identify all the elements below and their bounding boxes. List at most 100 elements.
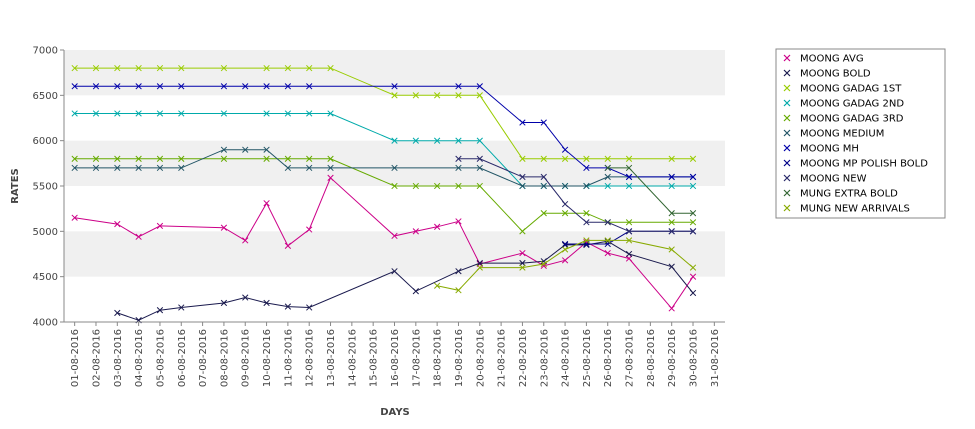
legend-label: MOONG MH — [800, 144, 859, 155]
data-point-marker — [156, 155, 164, 162]
legend-marker — [783, 69, 791, 77]
data-point-marker — [625, 237, 633, 244]
series-layer — [71, 64, 697, 324]
data-point-marker — [92, 83, 100, 90]
x-tick-label: 02-08-2016 — [91, 329, 102, 387]
x-tick-label: 19-08-2016 — [454, 329, 465, 387]
data-point-marker — [178, 64, 185, 72]
x-ticks: 01-08-2016 02-08-2016 03-08-2016 04-08-2016… — [70, 322, 721, 387]
data-point-marker — [242, 237, 249, 244]
data-point-marker — [178, 304, 185, 311]
data-point-marker — [625, 255, 633, 262]
legend-item: MOONG BOLD — [783, 69, 871, 80]
x-axis-title: DAYS — [380, 407, 410, 418]
data-point-marker — [306, 64, 313, 72]
x-tick-label: 20-08-2016 — [475, 329, 486, 387]
x-tick-label: 08-08-2016 — [219, 329, 230, 387]
data-point-marker — [242, 294, 249, 301]
data-point-marker — [689, 273, 697, 280]
data-point-marker — [668, 210, 675, 217]
data-point-marker — [519, 182, 526, 190]
data-point-marker — [220, 64, 228, 72]
y-tick-label: 5000 — [33, 227, 58, 238]
data-point-marker — [306, 110, 313, 117]
data-point-marker — [561, 246, 569, 253]
data-point-marker — [412, 137, 419, 144]
series-line — [74, 158, 693, 232]
x-tick-label: 12-08-2016 — [305, 329, 316, 387]
legend-marker — [783, 114, 791, 122]
series-line — [74, 113, 693, 187]
legend-marker — [783, 204, 791, 212]
legend-label: MUNG NEW ARRIVALS — [800, 204, 910, 215]
data-point-marker — [476, 164, 483, 172]
data-point-marker — [263, 83, 270, 90]
data-point-marker — [604, 173, 611, 181]
data-point-marker — [263, 200, 270, 207]
data-point-marker — [455, 155, 462, 162]
data-point-marker — [625, 182, 633, 190]
data-point-marker — [71, 164, 78, 172]
x-tick-label: 07-08-2016 — [198, 329, 209, 387]
data-point-marker — [561, 210, 569, 217]
legend-marker — [783, 174, 791, 182]
legend-label: MUNG EXTRA BOLD — [800, 189, 898, 200]
data-point-marker — [561, 257, 569, 264]
data-point-marker — [71, 155, 78, 162]
legend-marker — [783, 84, 791, 92]
legend-label: MOONG MEDIUM — [800, 129, 884, 140]
data-point-marker — [668, 173, 675, 181]
legend-marker — [783, 129, 791, 137]
x-tick-label: 27-08-2016 — [625, 329, 636, 387]
data-point-marker — [604, 219, 611, 226]
data-point-marker — [519, 264, 526, 271]
data-point-marker — [412, 92, 419, 99]
data-point-marker — [583, 241, 590, 249]
series-line — [607, 167, 693, 214]
data-point-marker — [114, 220, 121, 228]
x-tick-label: 06-08-2016 — [177, 329, 188, 387]
data-point-marker — [71, 214, 78, 221]
data-point-marker — [284, 110, 292, 117]
data-point-marker — [540, 119, 547, 126]
legend-item: MOONG MEDIUM — [783, 129, 884, 140]
y-tick-label: 6500 — [33, 91, 58, 102]
data-point-marker — [455, 268, 462, 275]
data-point-marker — [433, 182, 441, 190]
legend-item: MOONG GADAG 1ST — [783, 84, 902, 95]
data-point-marker — [433, 282, 441, 289]
data-point-marker — [455, 218, 462, 225]
data-point-marker — [625, 155, 633, 162]
data-point-marker — [540, 173, 547, 181]
y-tick-label: 4500 — [33, 272, 58, 283]
data-point-marker — [583, 210, 590, 217]
y-tick-label: 5500 — [33, 182, 58, 193]
series-mung-extra-bold — [604, 164, 697, 217]
data-point-marker — [114, 164, 121, 172]
grid-band — [64, 231, 725, 277]
legend-item: MOONG MP POLISH BOLD — [783, 159, 928, 170]
data-point-marker — [668, 263, 675, 270]
data-point-marker — [220, 299, 228, 307]
data-point-marker — [220, 146, 228, 153]
data-point-marker — [71, 83, 78, 90]
data-point-marker — [178, 164, 185, 172]
x-tick-label: 13-08-2016 — [326, 329, 337, 387]
data-point-marker — [625, 250, 633, 258]
data-point-marker — [114, 64, 121, 72]
y-ticks: 4000 4500 5000 5500 6000 6500 7000 — [33, 46, 64, 329]
data-point-marker — [135, 164, 142, 172]
data-point-marker — [220, 224, 228, 231]
data-point-marker — [220, 83, 228, 90]
data-point-marker — [391, 182, 398, 190]
data-point-marker — [540, 155, 547, 162]
x-tick-label: 30-08-2016 — [689, 329, 700, 387]
x-tick-label: 21-08-2016 — [497, 329, 508, 387]
series-moong-medium — [71, 146, 697, 190]
y-tick-label: 6000 — [33, 136, 58, 147]
data-point-marker — [284, 83, 292, 90]
data-point-marker — [114, 83, 121, 90]
legend-marker — [783, 189, 791, 197]
data-point-marker — [433, 92, 441, 99]
data-point-marker — [625, 164, 633, 172]
